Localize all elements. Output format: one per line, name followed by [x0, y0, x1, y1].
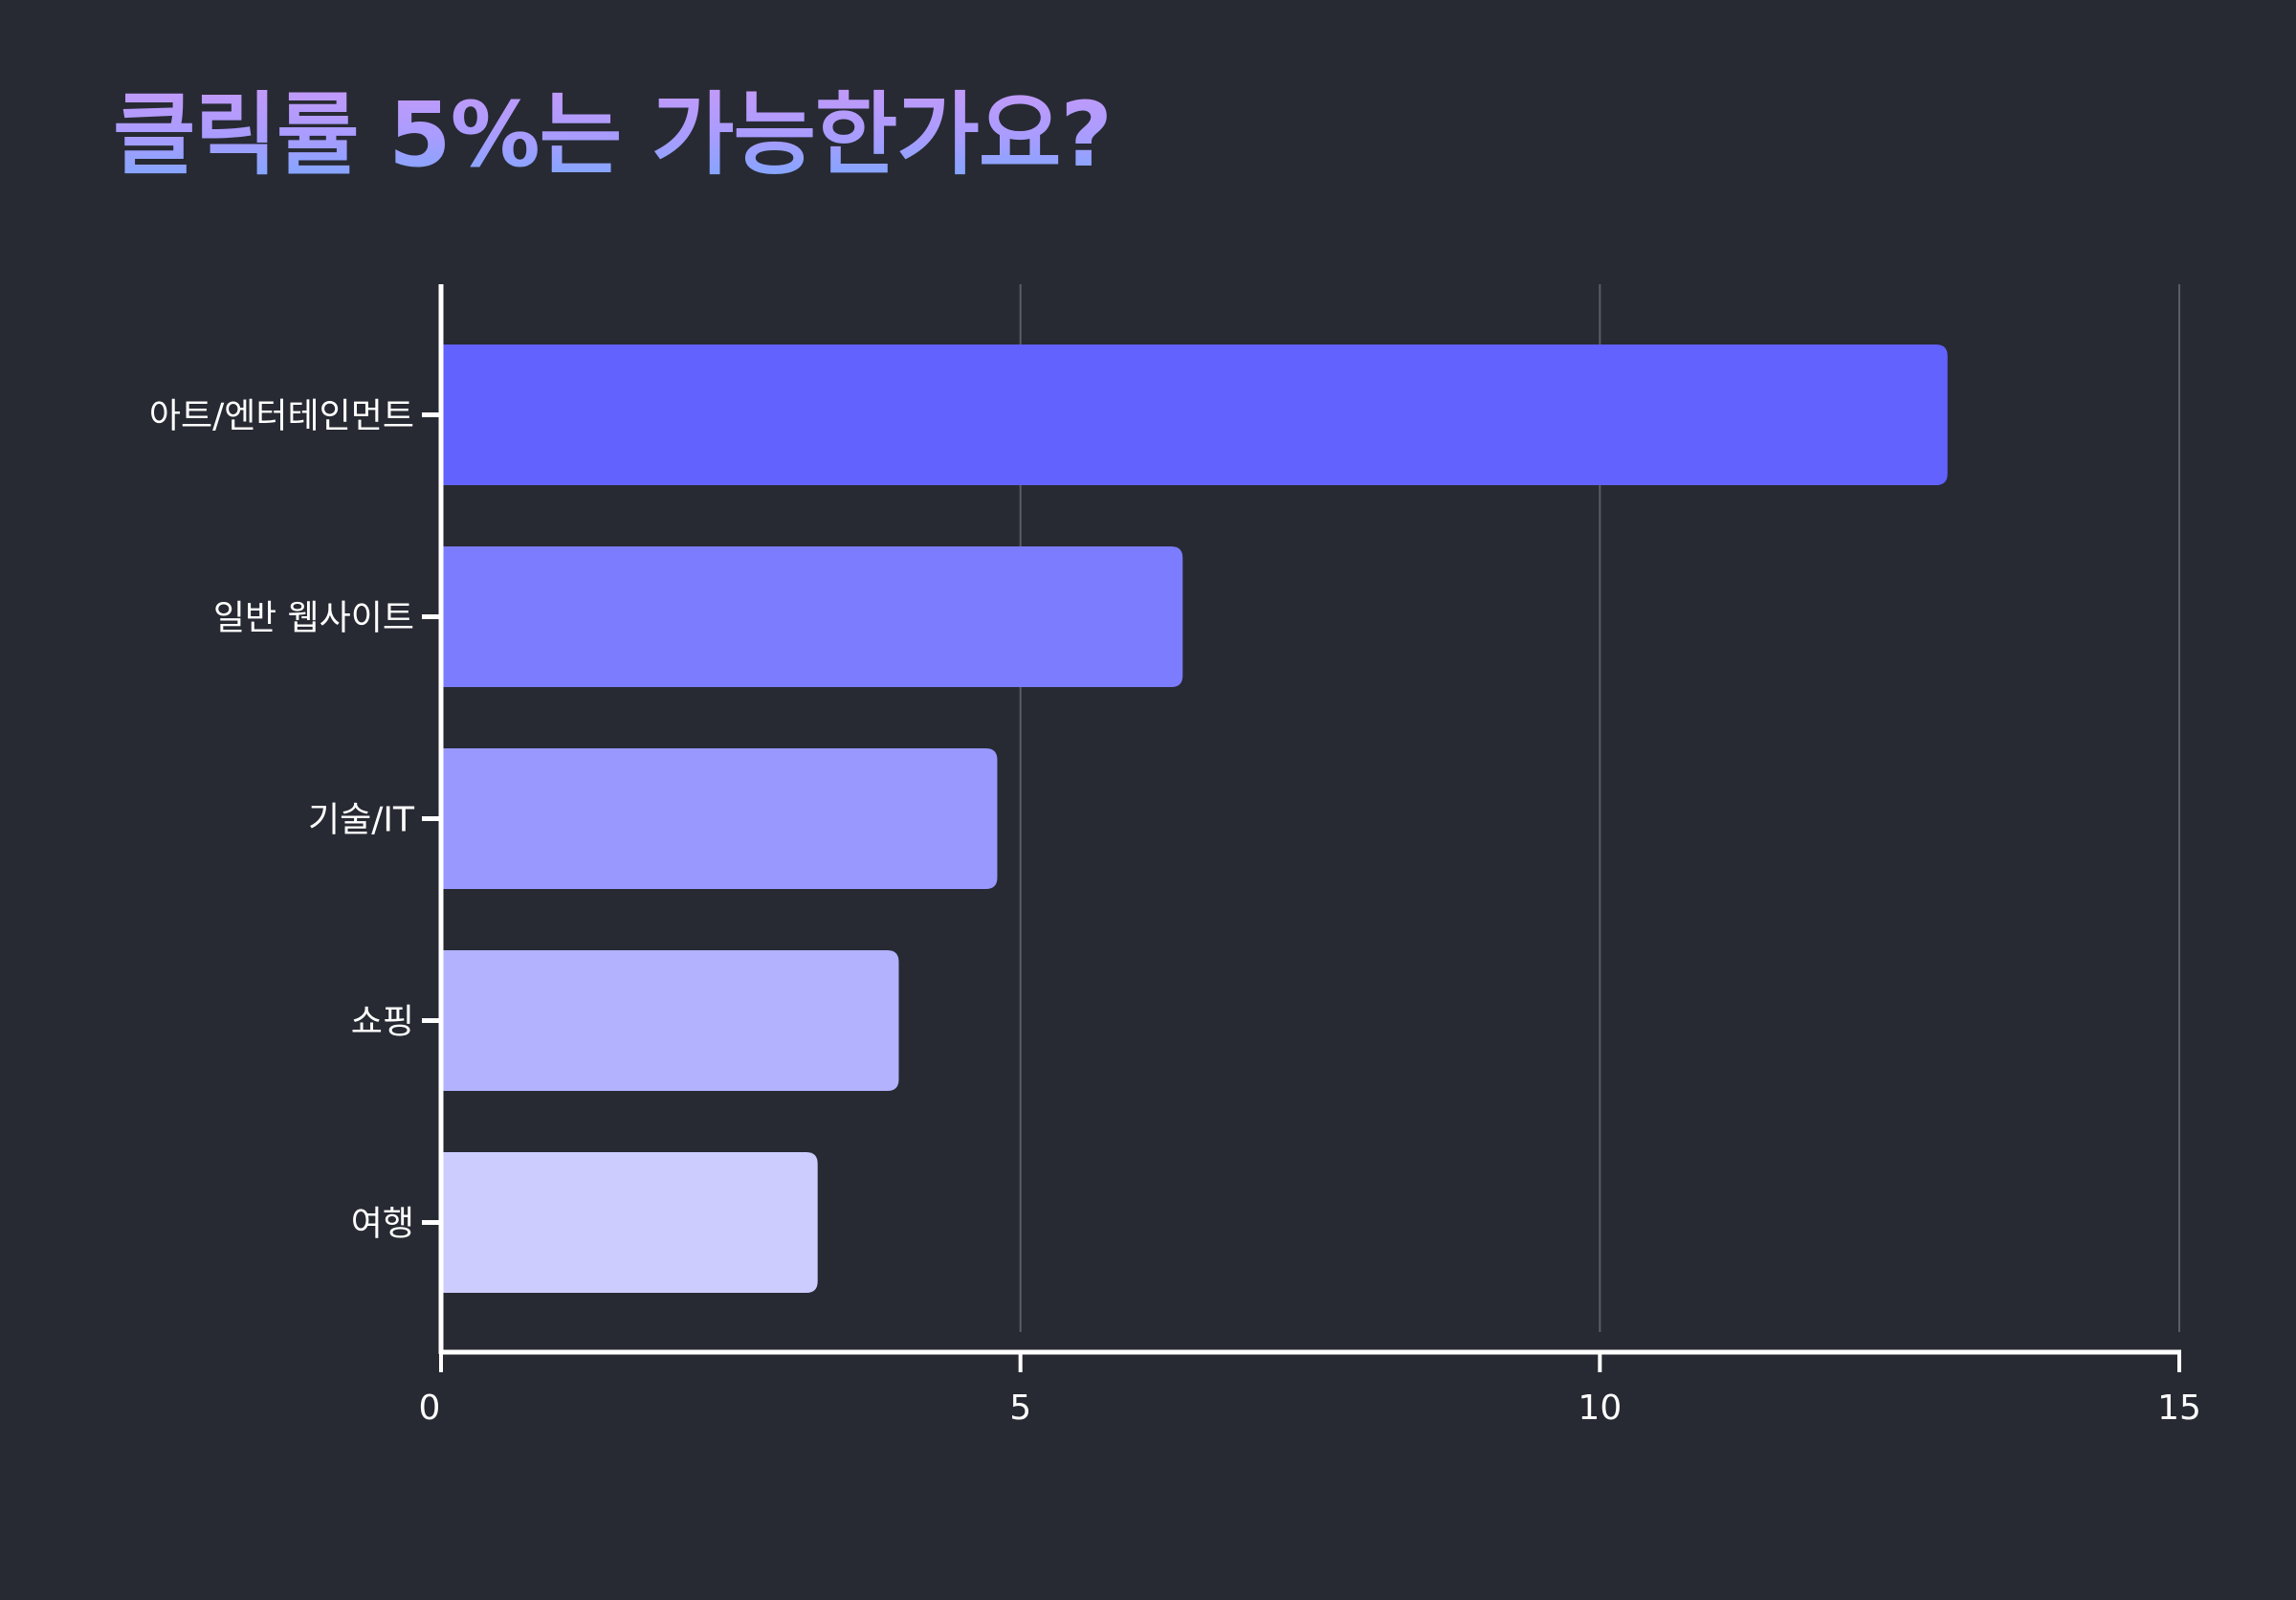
category-label-3: 기술/IT: [308, 801, 415, 840]
x-tick-label-0: 0: [419, 1389, 441, 1428]
bar-1: [441, 344, 1948, 485]
bar-2: [441, 546, 1183, 687]
bar-3: [441, 748, 998, 889]
x-tick-label-10: 10: [1578, 1389, 1622, 1428]
category-label-4: 쇼핑: [351, 1003, 414, 1042]
chart-title: 클릭률 5%는 가능한가요?: [113, 83, 1113, 188]
bar-5: [441, 1152, 818, 1293]
x-tick-labels: 0 5 10 15: [419, 1389, 2201, 1428]
x-tick-label-5: 5: [1009, 1389, 1031, 1428]
axes: [422, 284, 2181, 1372]
category-label-5: 여행: [351, 1205, 414, 1244]
bars: [441, 344, 1948, 1293]
x-tick-label-15: 15: [2157, 1389, 2201, 1428]
category-label-2: 일반 웹사이트: [213, 599, 414, 638]
category-label-1: 아트/엔터테인먼트: [149, 397, 414, 436]
bar-4: [441, 950, 899, 1091]
